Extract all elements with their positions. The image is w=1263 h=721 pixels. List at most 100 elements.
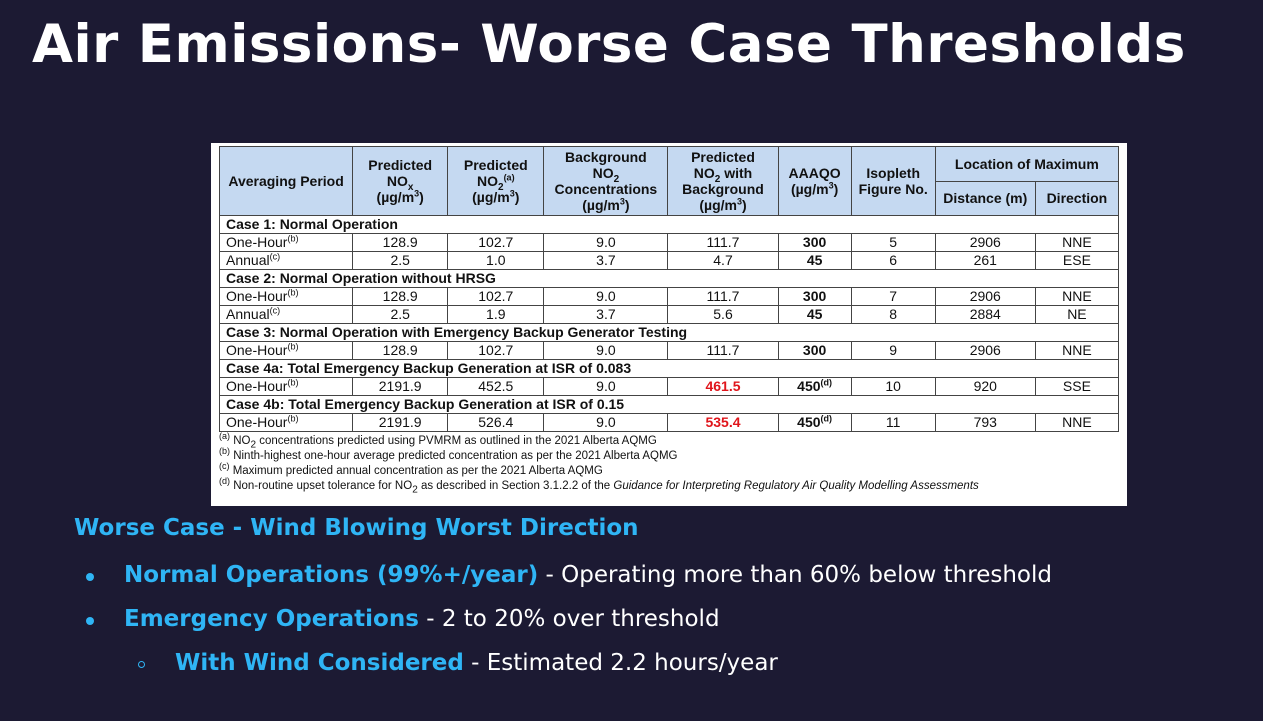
summary-item-text: - 2 to 20% over threshold [418,606,720,632]
cell-nox: 2.5 [352,305,449,324]
cell-background: 9.0 [543,233,669,252]
cell-figure: 10 [850,377,936,396]
cell-distance: 2906 [934,287,1036,306]
cell-background: 3.7 [543,305,669,324]
case-header-row: Case 4a: Total Emergency Backup Generati… [219,359,1119,378]
cell-distance: 2884 [934,305,1036,324]
table-footnotes: (a) NO2 concentrations predicted using P… [219,431,1119,496]
header-isopleth: Isopleth Figure No. [850,146,936,216]
table-row: One-Hour(b) 128.9 102.7 9.0 111.7 300 5 2906 NNE [218,233,1120,252]
cell-direction: NNE [1034,287,1120,306]
cell-background: 9.0 [543,287,669,306]
summary-item-wind: With Wind Considered - Estimated 2.2 hou… [175,650,778,676]
case-title: Case 2: Normal Operation without HRSG [219,269,1119,288]
cell-period: One-Hour(b) [218,287,354,306]
case-title: Case 1: Normal Operation [219,215,1119,234]
cell-figure: 5 [850,233,936,252]
cell-background: 9.0 [543,341,669,360]
bullet-dot-icon [86,573,94,581]
cell-with-background: 5.6 [667,305,779,324]
summary-item-highlight: Emergency Operations [124,606,419,632]
cell-figure: 8 [850,305,936,324]
header-predicted-with-background: Predicted NO2 with Background (µg/m3) [667,146,779,216]
cell-period: One-Hour(b) [218,377,354,396]
cell-background: 3.7 [543,251,669,270]
header-direction: Direction [1034,180,1120,216]
summary-item-highlight: With Wind Considered [175,650,464,676]
cell-no2: 452.5 [447,377,545,396]
cell-direction: SSE [1034,377,1120,396]
case-title: Case 4a: Total Emergency Backup Generati… [219,359,1119,378]
footnote: (a) NO2 concentrations predicted using P… [219,431,657,451]
cell-direction: NNE [1034,413,1120,432]
cell-nox: 2191.9 [352,377,449,396]
case-title: Case 4b: Total Emergency Backup Generati… [219,395,1119,414]
cell-distance: 793 [934,413,1036,432]
cell-aaaqo: 45 [777,305,852,324]
summary-item-text: - Operating more than 60% below threshol… [538,562,1052,588]
cell-no2: 1.0 [447,251,545,270]
case-header-row: Case 2: Normal Operation without HRSG [219,269,1119,288]
case-header-row: Case 4b: Total Emergency Backup Generati… [219,395,1119,414]
cell-nox: 128.9 [352,287,449,306]
cell-direction: NNE [1034,341,1120,360]
cell-background: 9.0 [543,377,669,396]
cell-no2: 102.7 [447,341,545,360]
case-header-row: Case 3: Normal Operation with Emergency … [219,323,1119,342]
table-row: One-Hour(b) 128.9 102.7 9.0 111.7 300 7 2906 NNE [218,287,1120,306]
emissions-table-card: Averaging Period Predicted NOx (µg/m3) P… [211,143,1127,506]
slide-title: Air Emissions- Worse Case Thresholds [32,14,1186,75]
case-title: Case 3: Normal Operation with Emergency … [219,323,1119,342]
cell-aaaqo: 300 [777,233,852,252]
table-header-row: Averaging Period Predicted NOx (µg/m3) P… [218,146,1120,216]
cell-with-background: 461.5 [667,377,779,396]
footnote: (d) Non-routine upset tolerance for NO2 … [219,476,979,496]
table-row: Annual(c) 2.5 1.0 3.7 4.7 45 6 261 ESE [218,251,1120,270]
header-predicted-no2: Predicted NO2(a) (µg/m3) [447,146,545,216]
cell-aaaqo: 450(d) [777,377,852,396]
header-aaaqo: AAAQO (µg/m3) [777,146,852,216]
cell-direction: NNE [1034,233,1120,252]
cell-aaaqo: 450(d) [777,413,852,432]
table-body: Case 1: Normal Operation One-Hour(b) 128.9… [218,215,1120,432]
footnote: (c) Maximum predicted annual concentrati… [219,461,603,477]
cell-direction: NE [1034,305,1120,324]
table-subheader-row: Distance (m) Direction [220,180,1120,216]
bullet-dot-icon [86,617,94,625]
header-averaging-period: Averaging Period [218,146,354,216]
cell-with-background: 111.7 [667,341,779,360]
cell-period: One-Hour(b) [218,341,354,360]
header-distance: Distance (m) [934,180,1036,216]
table-row: Annual(c) 2.5 1.9 3.7 5.6 45 8 2884 NE [218,305,1120,324]
table-row: One-Hour(b) 2191.9 526.4 9.0 535.4 450(d) 11 79… [218,413,1120,432]
summary-item-normal: Normal Operations (99%+/year) - Operatin… [124,562,1052,588]
cell-distance: 261 [934,251,1036,270]
emissions-table: Averaging Period Predicted NOx (µg/m3) P… [218,146,1120,432]
summary-item-emergency: Emergency Operations - 2 to 20% over thr… [124,606,720,632]
header-predicted-nox: Predicted NOx (µg/m3) [352,146,449,216]
cell-background: 9.0 [543,413,669,432]
cell-distance: 920 [934,377,1036,396]
cell-aaaqo: 45 [777,251,852,270]
bullet-ring-icon [138,661,145,668]
summary-item-text: - Estimated 2.2 hours/year [463,650,778,676]
cell-no2: 102.7 [447,287,545,306]
table-row: One-Hour(b) 2191.9 452.5 9.0 461.5 450(d) 10 92… [218,377,1120,396]
cell-nox: 128.9 [352,341,449,360]
cell-with-background: 111.7 [667,233,779,252]
summary-heading: Worse Case - Wind Blowing Worst Directio… [74,515,639,541]
cell-period: Annual(c) [218,251,354,270]
cell-figure: 11 [850,413,936,432]
cell-period: One-Hour(b) [218,413,354,432]
summary-item-highlight: Normal Operations (99%+/year) [124,562,539,588]
cell-distance: 2906 [934,341,1036,360]
cell-figure: 6 [850,251,936,270]
cell-direction: ESE [1034,251,1120,270]
cell-figure: 9 [850,341,936,360]
cell-nox: 2.5 [352,251,449,270]
cell-nox: 128.9 [352,233,449,252]
cell-figure: 7 [850,287,936,306]
cell-with-background: 4.7 [667,251,779,270]
footnote: (b) Ninth-highest one-hour average predi… [219,446,678,462]
cell-no2: 102.7 [447,233,545,252]
